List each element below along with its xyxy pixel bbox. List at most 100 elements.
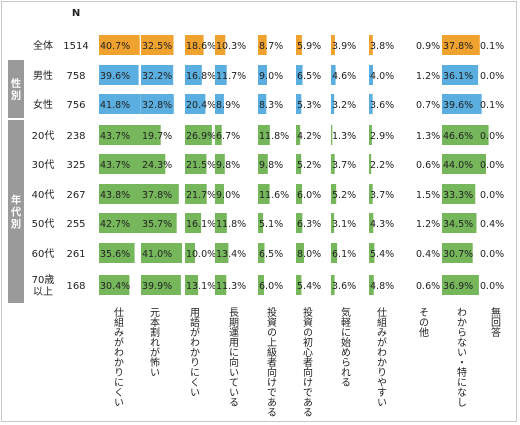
bar-r4-c6 [331, 154, 335, 174]
value-r3-c4: 11.8% [259, 131, 289, 142]
n-header: N [72, 8, 80, 19]
bar-r8-c9 [442, 275, 479, 295]
value-r0-c4: 8.7% [259, 41, 283, 52]
bar-r1-c0 [99, 65, 139, 85]
column-header-3: 長期運用に向いている [227, 307, 239, 407]
value-r8-c8: 0.6% [416, 281, 440, 292]
bar-r8-c1 [141, 275, 181, 295]
bar-r1-c5 [296, 65, 303, 85]
bar-r4-c7 [369, 154, 372, 174]
value-r5-c8: 1.5% [416, 190, 440, 201]
bar-r1-c2 [185, 65, 202, 85]
value-r5-c7: 3.7% [370, 190, 394, 201]
value-r0-c1: 32.5% [142, 41, 172, 52]
value-r4-c3: 9.8% [216, 160, 240, 171]
value-r1-c5: 6.5% [297, 71, 321, 82]
value-r8-c0: 30.4% [100, 281, 130, 292]
value-r3-c5: 4.2% [297, 131, 321, 142]
column-header-4: 投資の上級者向けである [265, 306, 277, 417]
value-r5-c2: 21.7% [186, 190, 216, 201]
row-label-8: 70歳以上 [32, 274, 55, 298]
bar-r7-c0 [99, 243, 135, 263]
bar-r7-c3 [215, 243, 229, 263]
bar-r5-c2 [185, 184, 207, 204]
value-r4-c2: 21.5% [186, 160, 216, 171]
column-header-5: 投資の初心者向けである [301, 306, 313, 417]
bar-r0-c6 [331, 35, 335, 55]
bar-r0-c1 [141, 35, 174, 55]
value-r6-c4: 5.1% [259, 219, 283, 230]
bar-r3-c5 [296, 125, 301, 145]
row-n-6: 255 [66, 219, 85, 230]
column-header-2: 用語がわかりにくい [188, 307, 200, 397]
group-box-1 [8, 120, 24, 303]
bar-r8-c4 [258, 275, 264, 295]
bar-r6-c1 [141, 213, 177, 233]
value-r4-c0: 43.7% [100, 160, 130, 171]
column-header-1: 元本割れが怖い [148, 307, 160, 377]
value-r7-c6: 6.1% [332, 249, 356, 260]
bar-r0-c7 [369, 35, 373, 55]
bar-r2-c7 [369, 94, 373, 114]
value-r2-c1: 32.8% [142, 100, 172, 111]
bar-r2-c4 [258, 94, 267, 114]
bar-r2-c6 [331, 94, 335, 114]
value-r1-c7: 4.0% [370, 71, 394, 82]
value-r1-c0: 39.6% [100, 71, 130, 82]
value-r2-c7: 3.6% [370, 100, 394, 111]
bar-r3-c6 [331, 125, 333, 145]
row-label-4: 30代 [32, 159, 55, 171]
value-r2-c2: 20.4% [186, 100, 216, 111]
bar-r3-c4 [258, 125, 270, 145]
value-r2-c5: 5.3% [297, 100, 321, 111]
bar-r6-c3 [215, 213, 227, 233]
value-r1-c10: 0.0% [480, 71, 504, 82]
value-r7-c4: 6.5% [259, 249, 283, 260]
bar-r1-c7 [369, 65, 373, 85]
value-r0-c10: 0.1% [480, 41, 504, 52]
value-r4-c4: 9.8% [259, 160, 283, 171]
column-header-6: 気軽に始められる [339, 306, 351, 387]
value-r3-c0: 43.7% [100, 131, 130, 142]
row-label-2: 女性 [33, 98, 53, 111]
value-r7-c5: 8.0% [297, 249, 321, 260]
value-r6-c8: 1.2% [416, 219, 440, 230]
value-r7-c1: 41.0% [142, 249, 172, 260]
group-box-0 [8, 60, 24, 118]
value-r8-c10: 0.0% [480, 281, 504, 292]
bar-r8-c7 [369, 275, 374, 295]
bar-r8-c3 [215, 275, 227, 295]
bar-r4-c9 [442, 154, 486, 174]
bar-r5-c0 [99, 184, 143, 204]
value-r3-c10: 0.0% [480, 131, 504, 142]
bar-r1-c9 [442, 65, 479, 85]
bar-r0-c4 [258, 35, 267, 55]
bar-r6-c4 [258, 213, 264, 233]
bar-r4-c0 [99, 154, 143, 174]
value-r6-c9: 34.5% [443, 219, 473, 230]
value-r6-c2: 16.1% [186, 219, 216, 230]
row-label-0: 全体 [33, 39, 53, 52]
bar-r2-c0 [99, 94, 141, 114]
column-header-8: その他 [417, 307, 429, 338]
value-r7-c8: 0.4% [416, 249, 440, 260]
row-label-3: 20代 [32, 130, 55, 142]
value-r4-c9: 44.0% [443, 160, 473, 171]
row-n-5: 267 [66, 190, 85, 201]
value-r3-c3: 6.7% [216, 131, 240, 142]
value-r7-c0: 35.6% [100, 249, 130, 260]
row-n-1: 758 [66, 71, 85, 82]
value-r3-c7: 2.9% [370, 131, 394, 142]
value-r0-c5: 5.9% [297, 41, 321, 52]
bar-r2-c3 [215, 94, 224, 114]
bar-r1-c4 [258, 65, 267, 85]
value-r6-c1: 35.7% [142, 219, 172, 230]
value-r4-c5: 5.2% [297, 160, 321, 171]
value-r8-c3: 11.3% [216, 281, 246, 292]
value-r7-c9: 30.7% [443, 249, 473, 260]
bar-r1-c3 [215, 65, 227, 85]
value-r1-c8: 1.2% [416, 71, 440, 82]
value-r8-c5: 5.4% [297, 281, 321, 292]
value-r2-c6: 3.2% [332, 100, 356, 111]
value-r5-c5: 6.0% [297, 190, 321, 201]
